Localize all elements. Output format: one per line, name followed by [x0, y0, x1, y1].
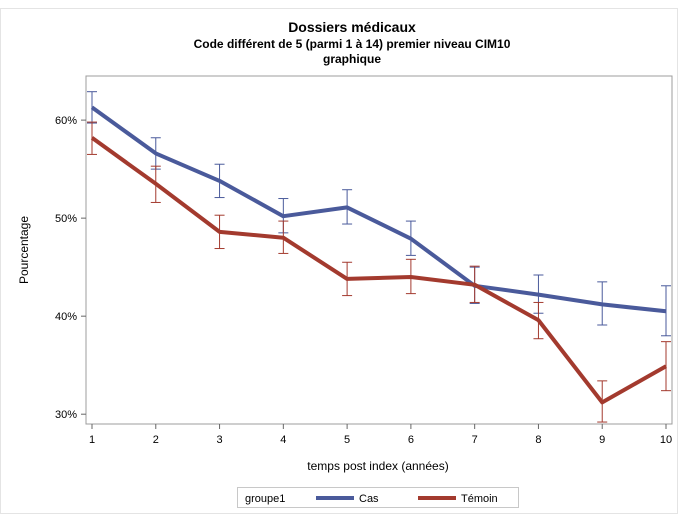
legend-frame [237, 487, 519, 508]
chart-subtitle-line2: graphique [323, 52, 381, 66]
x-tick-label: 10 [660, 434, 672, 446]
x-tick-label: 1 [89, 434, 95, 446]
series-line-cas [90, 105, 667, 314]
series-line-temoin [90, 136, 667, 405]
plot-frame [85, 75, 673, 425]
chart-subtitle: Code différent de 5 (parmi 1 à 14) premi… [194, 37, 511, 51]
chart-frame [0, 8, 678, 514]
x-tick-label: 4 [280, 434, 286, 446]
x-tick-label: 7 [472, 434, 478, 446]
legend: groupe1 Cas Témoin [237, 487, 519, 508]
legend-label-cas: Cas [359, 493, 379, 505]
chart-title: Dossiers médicaux [288, 19, 416, 35]
x-axis: 1 2 3 4 5 6 7 8 9 10 [89, 424, 672, 446]
series-layer [87, 91, 671, 423]
y-tick-label: 60% [55, 115, 77, 127]
x-tick-label: 3 [216, 434, 222, 446]
y-tick-label: 30% [55, 409, 77, 421]
x-tick-label: 5 [344, 434, 350, 446]
y-axis: 30% 40% 50% 60% [55, 115, 86, 421]
plot-area: 30% 40% 50% 60% 1 2 3 4 5 6 7 8 9 10 [55, 75, 673, 446]
y-axis-label: Pourcentage [17, 216, 31, 284]
x-axis-label: temps post index (années) [307, 459, 448, 473]
y-tick-label: 50% [55, 213, 77, 225]
legend-label-temoin: Témoin [461, 493, 498, 505]
legend-title: groupe1 [245, 493, 285, 505]
x-tick-label: 8 [535, 434, 541, 446]
x-tick-label: 2 [153, 434, 159, 446]
y-tick-label: 40% [55, 311, 77, 323]
x-tick-label: 9 [599, 434, 605, 446]
x-tick-label: 6 [408, 434, 414, 446]
